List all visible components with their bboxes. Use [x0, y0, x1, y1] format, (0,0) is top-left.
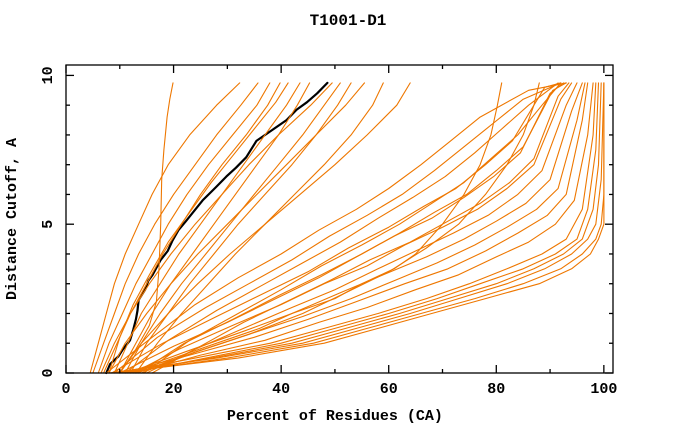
prediction-curve — [119, 82, 174, 374]
prediction-curve — [119, 82, 411, 374]
prediction-curve — [108, 82, 605, 374]
prediction-curve — [97, 82, 271, 374]
prediction-curve — [116, 82, 597, 374]
x-tick-label: 40 — [272, 381, 290, 398]
prediction-curve — [100, 82, 333, 374]
prediction-curve — [129, 82, 600, 374]
prediction-curve — [129, 82, 352, 374]
x-tick-label: 80 — [487, 381, 505, 398]
prediction-curve — [121, 82, 589, 374]
prediction-curve — [119, 82, 311, 374]
prediction-curve — [127, 82, 583, 374]
prediction-curve — [113, 82, 605, 374]
prediction-curve — [135, 82, 384, 374]
y-tick-label: 10 — [40, 66, 57, 84]
prediction-curve — [119, 82, 605, 374]
y-axis-label: Distance Cutoff, A — [4, 138, 21, 300]
x-tick-label: 100 — [590, 381, 617, 398]
prediction-curve — [138, 82, 567, 374]
y-tick-label: 0 — [40, 368, 57, 377]
x-axis-label: Percent of Residues (CA) — [227, 408, 443, 425]
x-tick-label: 60 — [380, 381, 398, 398]
prediction-curve — [143, 82, 562, 374]
prediction-curve — [113, 82, 301, 374]
prediction-curve — [89, 82, 241, 374]
plot-frame — [65, 64, 614, 374]
prediction-curve — [92, 82, 259, 374]
prediction-curve — [124, 82, 559, 374]
prediction-curve — [135, 82, 540, 374]
x-tick-label: 20 — [165, 381, 183, 398]
prediction-curve — [140, 82, 586, 374]
prediction-curve — [108, 82, 289, 374]
highlighted-curve — [105, 81, 329, 375]
prediction-curve — [146, 82, 578, 374]
x-tick-label: 0 — [61, 381, 70, 398]
prediction-curve — [105, 82, 567, 374]
prediction-curve — [151, 82, 570, 374]
prediction-curve — [113, 82, 562, 374]
prediction-curve — [111, 82, 562, 374]
prediction-curve — [124, 82, 341, 374]
y-tick-label: 5 — [40, 220, 57, 229]
prediction-curve — [135, 82, 594, 374]
prediction-curve — [124, 82, 602, 374]
chart-title: T1001-D1 — [310, 12, 387, 30]
prediction-curve — [108, 82, 366, 374]
